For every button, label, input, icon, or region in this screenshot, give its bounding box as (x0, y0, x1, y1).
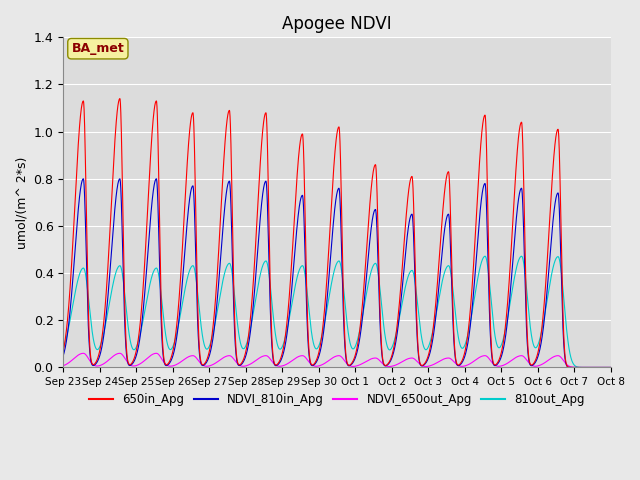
Title: Apogee NDVI: Apogee NDVI (282, 15, 392, 33)
Text: BA_met: BA_met (72, 42, 124, 55)
Legend: 650in_Apg, NDVI_810in_Apg, NDVI_650out_Apg, 810out_Apg: 650in_Apg, NDVI_810in_Apg, NDVI_650out_A… (84, 389, 589, 411)
Y-axis label: umol/(m^ 2*s): umol/(m^ 2*s) (15, 156, 28, 249)
